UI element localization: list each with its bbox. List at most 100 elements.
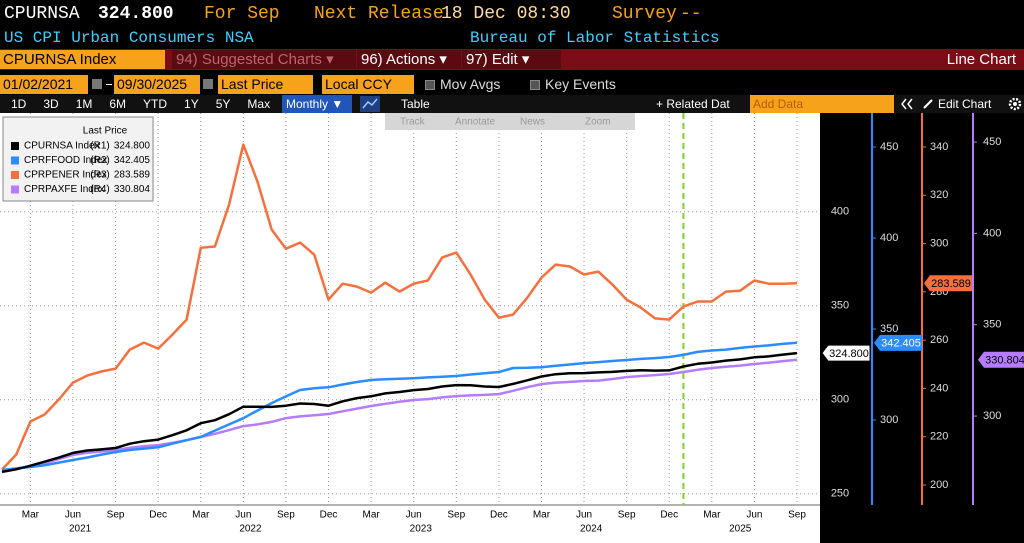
last-value-label: 342.405 bbox=[881, 338, 921, 350]
edit-menu[interactable]: 97) Edit ▾ bbox=[462, 50, 561, 69]
y-tick-label: 300 bbox=[930, 237, 948, 249]
year-label: 2025 bbox=[729, 524, 752, 535]
x-tick-label: Dec bbox=[490, 510, 508, 521]
x-tick-label: Jun bbox=[235, 510, 251, 521]
year-label: 2021 bbox=[69, 524, 92, 535]
last-value-box bbox=[874, 334, 922, 351]
gear-hub bbox=[1013, 102, 1017, 106]
y-tick-label: 240 bbox=[930, 382, 948, 394]
release-label: Next Release bbox=[314, 4, 444, 24]
y-tick-label: 340 bbox=[930, 141, 948, 153]
y-tick-label: 250 bbox=[831, 488, 849, 500]
edit-chart[interactable]: Edit Chart bbox=[938, 97, 992, 111]
settings-icon[interactable] bbox=[1008, 97, 1022, 111]
legend-title: Last Price bbox=[83, 126, 128, 137]
currency-select[interactable]: Local CCY bbox=[322, 75, 414, 94]
legend-value: 324.800 bbox=[114, 141, 151, 152]
calendar-icon[interactable] bbox=[203, 79, 213, 89]
x-tick-label: Mar bbox=[22, 510, 40, 521]
chart-tool[interactable]: Zoom bbox=[585, 117, 611, 128]
x-tick-label: Sep bbox=[788, 510, 806, 521]
y-tick-label: 350 bbox=[880, 323, 898, 335]
chart-tool[interactable]: Annotate bbox=[455, 117, 495, 128]
x-tick-label: Dec bbox=[320, 510, 338, 521]
pencil bbox=[923, 99, 933, 109]
y-tick-label: 300 bbox=[880, 414, 898, 426]
release-time: 18 Dec 08:30 bbox=[441, 4, 571, 24]
ticker: CPURNSA bbox=[4, 4, 80, 24]
y-tick-label: 300 bbox=[983, 410, 1001, 422]
end-date[interactable]: 09/30/2025 bbox=[114, 75, 200, 94]
survey-label: Survey bbox=[612, 4, 677, 24]
checkbox[interactable] bbox=[425, 80, 435, 91]
range-button[interactable]: YTD bbox=[143, 97, 168, 111]
legend-axis: (R4) bbox=[90, 184, 109, 195]
actions-menu[interactable]: 96) Actions ▾ bbox=[357, 50, 461, 69]
gear bbox=[1008, 97, 1022, 111]
x-tick-label: Jun bbox=[746, 510, 762, 521]
legend-swatch bbox=[11, 171, 19, 179]
x-tick-label: Mar bbox=[703, 510, 721, 521]
range-button[interactable]: 3D bbox=[43, 97, 59, 111]
legend-value: 283.589 bbox=[114, 170, 151, 181]
y-tick-label: 400 bbox=[831, 206, 849, 218]
chart-type[interactable]: Line Chart bbox=[946, 51, 1016, 68]
y-tick-label: 300 bbox=[831, 394, 849, 406]
mov-avgs[interactable]: Mov Avgs bbox=[425, 76, 500, 92]
x-tick-label: Mar bbox=[192, 510, 210, 521]
view-bar: 1D 3D 1M 6M YTD 1Y 5Y Max Monthly ▼ Table + Rel… bbox=[0, 95, 1024, 113]
series-line bbox=[1, 351, 798, 474]
description-bar: US CPI Urban Consumers NSA Bureau of Lab… bbox=[0, 28, 1024, 48]
range-buttons: 1D 3D 1M 6M YTD 1Y 5Y Max bbox=[0, 97, 270, 111]
y-tick-label: 400 bbox=[880, 232, 898, 244]
price: 324.800 bbox=[98, 4, 174, 24]
legend-swatch bbox=[11, 142, 19, 150]
legend-name: CPRPENER Index bbox=[24, 170, 107, 181]
legend-value: 330.804 bbox=[114, 184, 151, 195]
security-field[interactable]: CPURNSA Index bbox=[0, 50, 165, 69]
range-button[interactable]: 5Y bbox=[215, 97, 231, 111]
collapse-icon[interactable] bbox=[900, 98, 914, 110]
y-tick-label: 350 bbox=[983, 319, 1001, 331]
chevron bbox=[901, 98, 907, 110]
frequency-select[interactable]: Monthly ▼ bbox=[282, 95, 352, 113]
chevron bbox=[907, 98, 913, 110]
range-button[interactable]: 6M bbox=[109, 97, 127, 111]
x-tick-label: Dec bbox=[660, 510, 678, 521]
chart-tools bbox=[385, 113, 635, 130]
checkbox[interactable] bbox=[530, 80, 540, 91]
key-events[interactable]: Key Events bbox=[530, 76, 616, 92]
related-data[interactable]: + Related Dat bbox=[656, 97, 730, 111]
calendar-icon[interactable] bbox=[92, 79, 102, 89]
y-tick-label: 200 bbox=[930, 479, 948, 491]
last-value-box bbox=[978, 351, 1024, 368]
chart-style-icon[interactable] bbox=[360, 96, 380, 112]
range-button[interactable]: Max bbox=[247, 97, 271, 111]
x-tick-label: Dec bbox=[149, 510, 167, 521]
legend-name: CPRFFOOD Index bbox=[24, 155, 107, 166]
chart: Mar Jun Sep Dec Mar Jun Sep Dec Mar Jun Sep Dec Mar J… bbox=[0, 113, 1024, 543]
period: For Sep bbox=[204, 4, 280, 24]
legend-name: CPRPAXFE Index bbox=[24, 184, 104, 195]
range-button[interactable]: 1D bbox=[11, 97, 27, 111]
last-value-box bbox=[821, 344, 871, 362]
x-tick-label: Mar bbox=[533, 510, 551, 521]
field-select[interactable]: Last Price bbox=[218, 75, 313, 94]
table-button[interactable]: Table bbox=[401, 97, 430, 111]
add-data-input[interactable]: Add Data bbox=[750, 95, 894, 113]
chart-tool[interactable]: News bbox=[520, 117, 545, 128]
range-button[interactable]: 1Y bbox=[184, 97, 199, 111]
description: US CPI Urban Consumers NSA bbox=[4, 29, 254, 47]
icon-line bbox=[362, 98, 378, 109]
start-date[interactable]: 01/02/2021 bbox=[0, 75, 88, 94]
y-tick-label: 220 bbox=[930, 431, 948, 443]
survey-value: -- bbox=[680, 4, 702, 24]
chart-tool[interactable]: Track bbox=[400, 117, 426, 128]
header-bar: CPURNSA 324.800 For Sep Next Release 18 … bbox=[0, 0, 1024, 28]
suggested-charts[interactable]: 94) Suggested Charts ▾ bbox=[172, 50, 356, 69]
series-line bbox=[1, 341, 798, 472]
range-button[interactable]: 1M bbox=[75, 97, 93, 111]
x-tick-label: Sep bbox=[618, 510, 636, 521]
x-tick-label: Sep bbox=[277, 510, 295, 521]
